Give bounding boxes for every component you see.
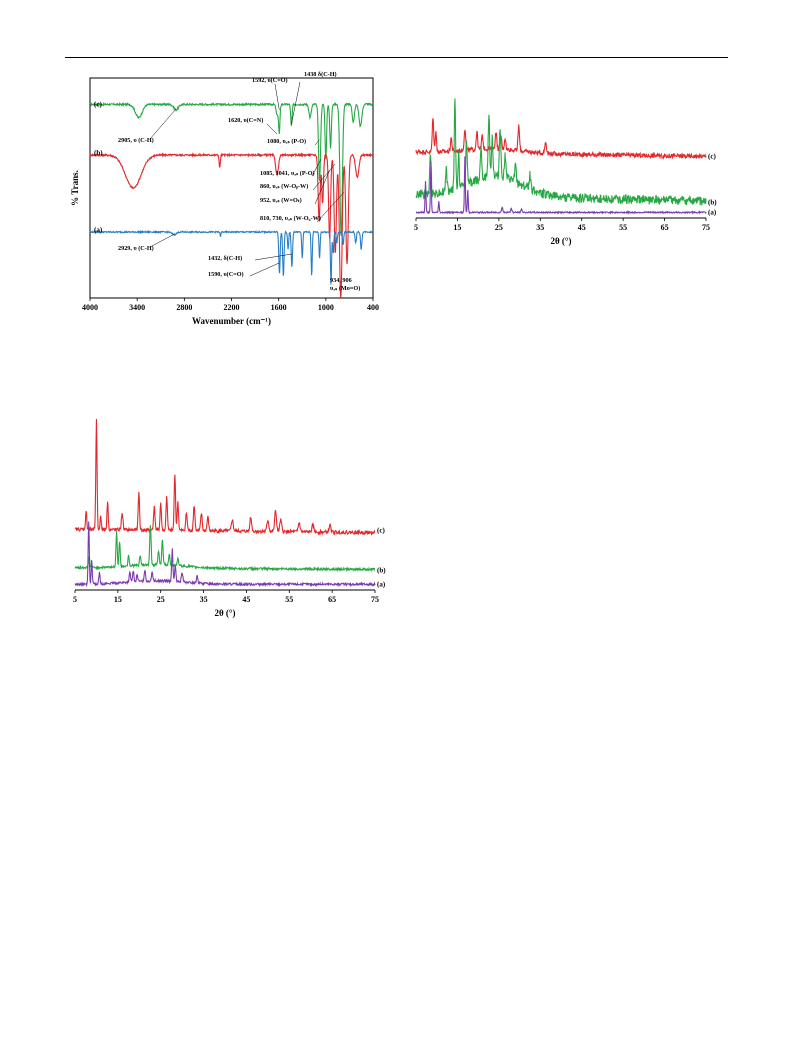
annotation-label: 1438 δ(C-H) xyxy=(304,71,337,78)
plot-frame xyxy=(75,418,375,590)
header-rule xyxy=(65,57,728,58)
x-tick-label: 55 xyxy=(285,595,293,604)
annotation-arrow xyxy=(274,83,280,110)
x-tick-label: 45 xyxy=(578,223,586,232)
x-tick-label: 75 xyxy=(371,595,379,604)
series-line-0 xyxy=(74,419,376,536)
annotation-label: 2929, υ (C-H) xyxy=(118,245,154,252)
x-tick-label: 1600 xyxy=(271,303,287,312)
x-tick-label: 45 xyxy=(242,595,250,604)
annotation-label: 2905, υ (C-H) xyxy=(118,137,154,144)
x-tick-label: 2200 xyxy=(224,303,240,312)
ftir-chart: 4000 3400 2800 2200 1600 1000 400 Wavenumber (c… xyxy=(70,71,379,326)
annotation-label: 1085, 1041, υₐₛ (P-O) xyxy=(260,170,315,177)
series-label-2: (a) xyxy=(377,580,386,588)
x-tick-label: 5 xyxy=(73,595,77,604)
x-tick-label: 35 xyxy=(536,223,544,232)
annotation-label: 952, υₐₛ (W=Oₜ) xyxy=(260,197,302,204)
x-tick-label: 3400 xyxy=(129,303,145,312)
series-line-1 xyxy=(89,152,374,299)
annotation-arrow xyxy=(316,192,345,223)
xrd-chart-top: 5 15 25 35 45 55 65 75 2θ (°) (c) (b) (a) xyxy=(414,98,717,246)
series-label-0: (c) xyxy=(377,526,385,534)
x-tick-label: 2800 xyxy=(176,303,192,312)
series-label-1: (b) xyxy=(708,198,717,206)
x-axis-label: Wavenumber (cm⁻¹) xyxy=(192,316,271,326)
annotation-label: υₐₛ (Mo=O) xyxy=(330,285,360,292)
annotation-arrow xyxy=(266,123,278,135)
series-label-0: (c) xyxy=(708,152,716,160)
x-tick-label: 4000 xyxy=(82,303,98,312)
series-line-2 xyxy=(415,156,707,215)
annotation-arrow xyxy=(314,139,320,146)
x-tick-label: 65 xyxy=(661,223,669,232)
x-tick-label: 25 xyxy=(495,223,503,232)
series-label-2: (a) xyxy=(708,208,717,216)
x-tick-label: 35 xyxy=(200,595,208,604)
x-tick-label: 400 xyxy=(367,303,379,312)
annotation-arrow xyxy=(149,233,175,248)
series-line-0 xyxy=(415,118,707,160)
x-tick-label: 65 xyxy=(328,595,336,604)
annotation-arrow xyxy=(254,253,292,261)
series-line-2 xyxy=(89,229,374,285)
annotation-arrow xyxy=(312,163,336,191)
annotation-arrow xyxy=(314,170,330,205)
annotation-label: 1590, υ(C=O) xyxy=(208,271,244,278)
annotation-arrow xyxy=(149,108,177,140)
annotation-label: 1620, υ(C=N) xyxy=(228,117,263,124)
series-label-1: (b) xyxy=(377,567,386,575)
annotation-label: 1080, υₐₛ (P-O) xyxy=(267,138,306,145)
annotation-arrow xyxy=(249,262,280,277)
annotation-label: 934, 906 xyxy=(330,277,352,284)
series-label-1: (b) xyxy=(94,149,103,157)
x-tick-label: 75 xyxy=(702,223,710,232)
x-tick-label: 15 xyxy=(453,223,461,232)
xrd-chart-bottom: 5 15 25 35 45 55 65 75 2θ (°) (c) (b) (a) xyxy=(73,418,386,618)
x-tick-label: 1000 xyxy=(318,303,334,312)
x-tick-label: 5 xyxy=(414,223,418,232)
series-label-0: (c) xyxy=(94,100,102,108)
x-axis-label: 2θ (°) xyxy=(214,608,235,618)
annotation-arrow xyxy=(311,159,322,177)
x-tick-label: 25 xyxy=(157,595,165,604)
x-axis-label: 2θ (°) xyxy=(550,236,571,246)
annotation-label: 860, υₐₛ (W-Oᵦ-W) xyxy=(260,183,308,190)
annotation-label: 810, 730, υₐₛ (W-O꜀-W) xyxy=(260,215,321,222)
annotation-label: 1592, υ(C=O) xyxy=(252,77,288,84)
x-tick-label: 15 xyxy=(114,595,122,604)
annotation-label: 1432, δ(C-H) xyxy=(208,255,242,262)
series-line-2 xyxy=(74,521,376,588)
x-tick-label: 55 xyxy=(619,223,627,232)
series-line-0 xyxy=(89,101,374,236)
y-axis-label: % Trans. xyxy=(70,170,80,206)
annotation-arrow xyxy=(291,81,301,125)
series-label-2: (a) xyxy=(94,226,103,234)
series-line-1 xyxy=(74,525,376,573)
